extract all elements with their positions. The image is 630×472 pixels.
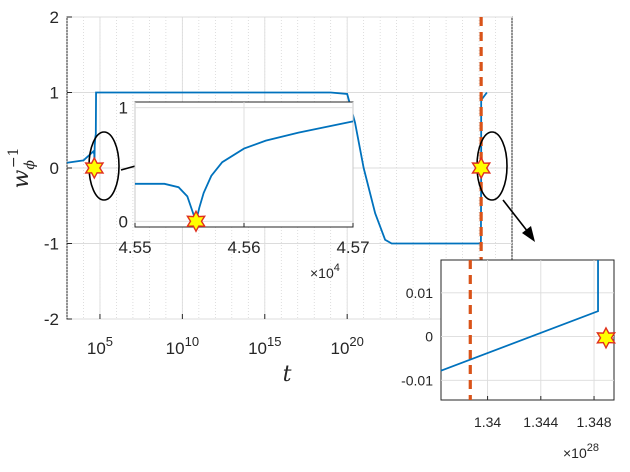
inset-2-x-tick-label: 1.34 xyxy=(474,414,501,430)
main-y-tick-label: -1 xyxy=(44,235,59,254)
inset-1-series-line xyxy=(135,120,354,225)
x-axis-label: t xyxy=(283,362,292,387)
inset-2-series-line xyxy=(440,260,599,372)
inset-1-axes: 4.55 4.56 4.57 0 1 ×104 xyxy=(118,99,369,281)
inset-1-grid xyxy=(134,102,354,227)
inset-1-y-tick-label: 0 xyxy=(119,212,128,231)
inset-2-plot-area xyxy=(440,259,615,401)
inset-2-axes: 1.34 1.344 1.348 0.01 0 -0.01 ×1028 xyxy=(401,259,615,461)
main-y-tick-label: -2 xyxy=(44,310,59,329)
main-x-tick-label: 1010 xyxy=(166,334,199,358)
main-x-tick-label: 105 xyxy=(87,334,113,358)
inset-1-x-tick-label: 4.55 xyxy=(118,238,151,257)
inset-2-series xyxy=(440,260,599,400)
inset-2-x-tick-label: 1.344 xyxy=(523,414,558,430)
inset-2-star-marker xyxy=(596,326,617,350)
main-y-tick-label: 1 xyxy=(50,84,59,103)
inset-2-x-multiplier: ×1028 xyxy=(563,442,599,461)
inset-2-y-tick-label: -0.01 xyxy=(401,372,433,388)
main-x-tick-label: 1020 xyxy=(330,334,363,358)
inset-1-y-tick-label: 1 xyxy=(119,99,128,118)
star-markers xyxy=(84,156,617,350)
inset-1-x-tick-label: 4.56 xyxy=(227,238,260,257)
arrow-head-right xyxy=(522,226,535,242)
inset-1-x-multiplier: ×104 xyxy=(310,262,340,281)
inset-1-star-marker xyxy=(186,209,207,233)
inset-1-x-tick-label: 4.57 xyxy=(336,238,369,257)
inset-1-ticks: 4.55 4.56 4.57 0 1 ×104 xyxy=(118,99,369,281)
inset-2-y-tick-label: 0 xyxy=(425,329,433,345)
main-ticks: 105 1010 1015 1020 -2 -1 0 1 2 xyxy=(44,8,364,358)
main-star-marker-2 xyxy=(471,156,492,180)
inset-1-series xyxy=(135,120,354,225)
y-axis-label: wϕ−1 xyxy=(6,147,38,188)
main-star-marker-1 xyxy=(84,156,105,180)
main-series xyxy=(66,91,488,245)
inset-2-y-tick-label: 0.01 xyxy=(406,285,433,301)
arrow-line-right xyxy=(502,199,529,233)
main-x-tick-label: 1015 xyxy=(248,334,281,358)
main-y-tick-label: 0 xyxy=(50,159,59,178)
inset-2-x-tick-label: 1.348 xyxy=(577,414,612,430)
main-series-line xyxy=(66,91,488,245)
svg-text:wϕ−1: wϕ−1 xyxy=(6,147,38,188)
main-y-tick-label: 2 xyxy=(50,8,59,27)
